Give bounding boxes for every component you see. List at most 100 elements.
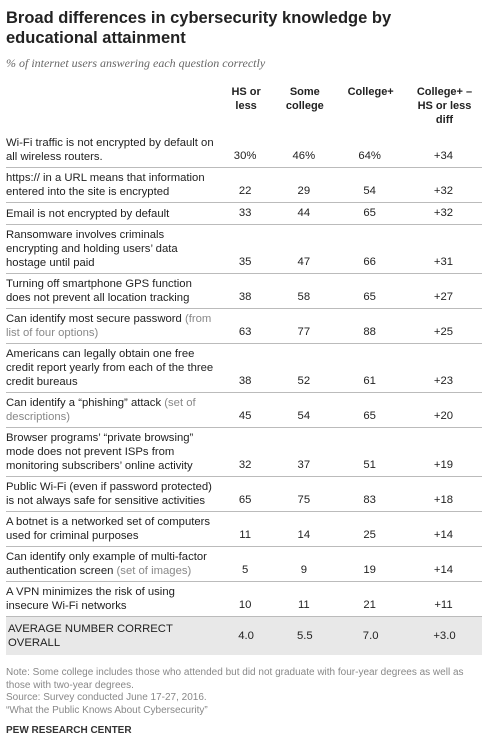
value-cell: +25 — [406, 308, 482, 344]
value-cell: +18 — [406, 476, 482, 512]
value-cell: +23 — [406, 343, 482, 393]
row: Wi-Fi traffic is not encrypted by defaul… — [6, 133, 482, 168]
row: Ransomware involves criminals encrypting… — [6, 224, 482, 274]
row-label: Public Wi-Fi (even if password protected… — [6, 481, 212, 507]
row-label: Ransomware involves criminals encrypting… — [6, 229, 178, 269]
row-label: AVERAGE NUMBER CORRECT OVERALL — [8, 623, 173, 649]
report: “What the Public Knows About Cybersecuri… — [6, 704, 208, 716]
value-cell: 54 — [275, 392, 335, 428]
header-cell: Some college — [275, 81, 334, 133]
row-label: Browser programs’ “private browsing” mod… — [6, 432, 194, 472]
value-cell: 4.0 — [216, 616, 276, 655]
header-cell: HS or less — [217, 81, 275, 133]
row: Americans can legally obtain one free cr… — [6, 343, 482, 393]
row: Email is not encrypted by default 33 44 65 +… — [6, 202, 482, 225]
row-label: Can identify most secure password — [6, 313, 182, 325]
row: A botnet is a networked set of computers… — [6, 511, 482, 547]
value-cell: 30% — [216, 133, 276, 168]
title: Broad differences in cybersecurity knowl… — [6, 9, 392, 47]
row-label: Can identify only example of multi-facto… — [6, 551, 207, 577]
value-cell: 5 — [216, 546, 276, 582]
value-cell: +32 — [406, 167, 482, 203]
value-cell: 65 — [216, 476, 276, 512]
value-cell: 38 — [216, 273, 276, 309]
value-cell: 14 — [275, 511, 335, 547]
value-cell: 5.5 — [275, 616, 335, 655]
value-cell: 65 — [334, 392, 407, 428]
value-cell: 32 — [216, 427, 276, 477]
row-note: (from list of four options) — [6, 313, 212, 339]
row-label: https:// in a URL means that information… — [6, 172, 205, 198]
table: HS or less Some college College+ College+ –… — [6, 81, 482, 655]
value-cell: 65 — [334, 273, 407, 309]
row: Public Wi-Fi (even if password protected… — [6, 476, 482, 512]
value-cell: +19 — [406, 427, 482, 477]
row: A VPN minimizes the risk of using insecu… — [6, 581, 482, 617]
value-cell: 47 — [275, 224, 335, 274]
value-cell: +11 — [406, 581, 482, 617]
row-note: (set of images) — [116, 565, 192, 577]
value-cell: 11 — [216, 511, 276, 547]
row-label-cell: Can identify most secure password (from … — [6, 308, 217, 344]
row-label-cell: Wi-Fi traffic is not encrypted by defaul… — [6, 133, 217, 168]
value-cell: 38 — [216, 343, 276, 393]
value-cell: +31 — [406, 224, 482, 274]
value-cell: 46% — [275, 133, 335, 168]
value-cell: +14 — [406, 511, 482, 547]
row-label-cell: AVERAGE NUMBER CORRECT OVERALL — [6, 616, 217, 655]
row-label: Email is not encrypted by default — [6, 207, 170, 220]
value-cell: 11 — [275, 581, 335, 617]
row-label: A botnet is a networked set of computers… — [6, 516, 211, 542]
header-cell: College+ — [334, 81, 407, 133]
value-cell: 21 — [334, 581, 407, 617]
column-header: HS or less — [231, 86, 261, 112]
row-label-cell: Americans can legally obtain one free cr… — [6, 343, 217, 393]
row: Can identify most secure password (from … — [6, 308, 482, 344]
value-cell: +27 — [406, 273, 482, 309]
row-label-cell: Can identify a “phishing” attack (set of… — [6, 392, 217, 428]
source: Source: Survey conducted June 17-27, 201… — [6, 692, 207, 703]
value-cell: 54 — [334, 167, 407, 203]
row-label-cell: Browser programs’ “private browsing” mod… — [6, 427, 217, 477]
row-label-cell: A VPN minimizes the risk of using insecu… — [6, 581, 217, 617]
value-cell: 77 — [275, 308, 335, 344]
value-cell: 83 — [334, 476, 407, 512]
value-cell: 64% — [334, 133, 407, 168]
value-cell: 44 — [275, 202, 335, 225]
row-label: A VPN minimizes the risk of using insecu… — [6, 586, 175, 612]
row: Can identify only example of multi-facto… — [6, 546, 482, 582]
value-cell: 33 — [216, 202, 276, 225]
value-cell: 7.0 — [334, 616, 407, 655]
value-cell: 25 — [334, 511, 407, 547]
value-cell: 75 — [275, 476, 335, 512]
value-cell: 66 — [334, 224, 407, 274]
value-cell: 19 — [334, 546, 407, 582]
value-cell: 65 — [334, 202, 407, 225]
row-label: Americans can legally obtain one free cr… — [6, 348, 214, 388]
row-label: Can identify a “phishing” attack — [6, 397, 162, 409]
row-label-cell: Turning off smartphone GPS function does… — [6, 273, 217, 309]
header-cell: College+ – HS or less diff — [407, 81, 482, 133]
row-label-cell: Email is not encrypted by default — [6, 202, 217, 225]
column-header: College+ — [347, 86, 394, 98]
brand: PEW RESEARCH CENTER — [6, 725, 132, 736]
row-label: Wi-Fi traffic is not encrypted by defaul… — [6, 137, 214, 163]
value-cell: +20 — [406, 392, 482, 428]
table-body: Wi-Fi traffic is not encrypted by defaul… — [6, 133, 482, 655]
column-header: College+ – HS or less diff — [416, 86, 473, 126]
summary-row: AVERAGE NUMBER CORRECT OVERALL 4.0 5.5 7.0 +… — [6, 616, 482, 655]
row-label-cell: Ransomware involves criminals encrypting… — [6, 224, 217, 274]
header-cell — [6, 81, 217, 133]
value-cell: +32 — [406, 202, 482, 225]
value-cell: +14 — [406, 546, 482, 582]
row: Turning off smartphone GPS function does… — [6, 273, 482, 309]
row-label-cell: A botnet is a networked set of computers… — [6, 511, 217, 547]
row-label-cell: https:// in a URL means that information… — [6, 167, 217, 203]
subtitle: % of internet users answering each quest… — [6, 56, 266, 70]
column-header: Some college — [285, 86, 324, 112]
note: Note: Some college includes those who at… — [6, 667, 464, 691]
value-cell: 29 — [275, 167, 335, 203]
row-label: Turning off smartphone GPS function does… — [6, 278, 192, 304]
row: Can identify a “phishing” attack (set of… — [6, 392, 482, 428]
